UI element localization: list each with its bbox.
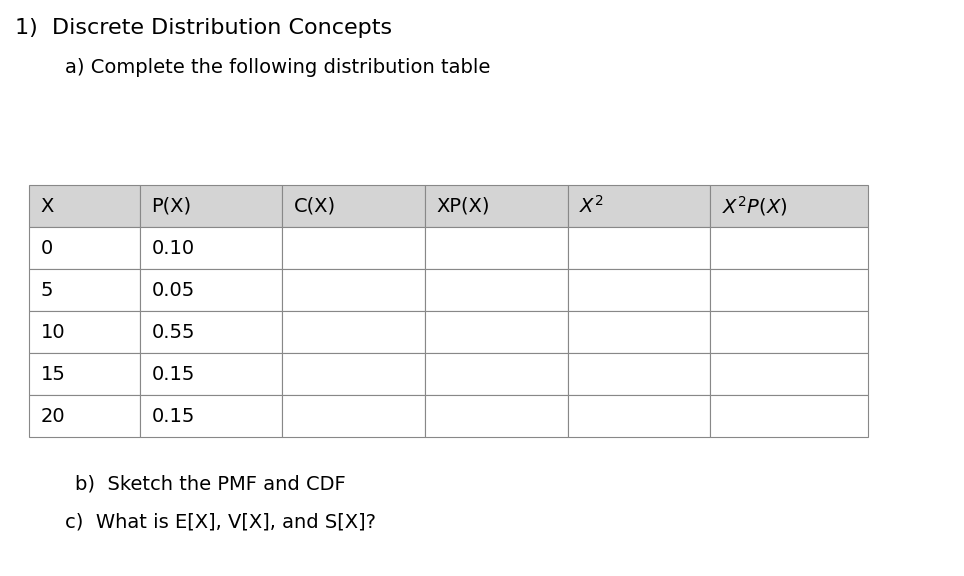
- Text: 1)  Discrete Distribution Concepts: 1) Discrete Distribution Concepts: [15, 18, 392, 38]
- Bar: [568, 311, 710, 353]
- Text: b)  Sketch the PMF and CDF: b) Sketch the PMF and CDF: [75, 475, 346, 494]
- Bar: [29, 269, 140, 311]
- Bar: [29, 353, 140, 395]
- Bar: [425, 269, 568, 311]
- Bar: [425, 227, 568, 269]
- Bar: [282, 395, 425, 437]
- Bar: [140, 185, 282, 227]
- Text: 20: 20: [40, 407, 66, 426]
- Bar: [425, 395, 568, 437]
- Bar: [140, 395, 282, 437]
- Bar: [282, 269, 425, 311]
- Text: C(X): C(X): [294, 196, 336, 215]
- Text: 5: 5: [40, 281, 53, 300]
- Text: 0: 0: [40, 238, 53, 257]
- Bar: [29, 227, 140, 269]
- Bar: [568, 269, 710, 311]
- Bar: [710, 227, 868, 269]
- Text: 0.10: 0.10: [151, 238, 195, 257]
- Text: P(X): P(X): [151, 196, 192, 215]
- Bar: [425, 311, 568, 353]
- Text: a) Complete the following distribution table: a) Complete the following distribution t…: [65, 58, 491, 77]
- Bar: [140, 353, 282, 395]
- Bar: [710, 269, 868, 311]
- Bar: [29, 185, 140, 227]
- Bar: [282, 227, 425, 269]
- Text: 10: 10: [40, 323, 66, 342]
- Text: 0.55: 0.55: [151, 323, 195, 342]
- Text: 0.05: 0.05: [151, 281, 195, 300]
- Bar: [140, 227, 282, 269]
- Bar: [710, 353, 868, 395]
- Bar: [710, 185, 868, 227]
- Bar: [140, 311, 282, 353]
- Text: c)  What is E[X], V[X], and S[X]?: c) What is E[X], V[X], and S[X]?: [65, 513, 376, 532]
- Bar: [282, 185, 425, 227]
- Text: $\mathit{X}^2\mathit{P}(\mathit{X})$: $\mathit{X}^2\mathit{P}(\mathit{X})$: [722, 194, 788, 218]
- Bar: [29, 395, 140, 437]
- Bar: [282, 353, 425, 395]
- Bar: [568, 395, 710, 437]
- Text: 0.15: 0.15: [151, 407, 195, 426]
- Text: 0.15: 0.15: [151, 365, 195, 384]
- Bar: [29, 311, 140, 353]
- Bar: [710, 311, 868, 353]
- Bar: [140, 269, 282, 311]
- Bar: [425, 185, 568, 227]
- Bar: [568, 353, 710, 395]
- Bar: [568, 227, 710, 269]
- Bar: [710, 395, 868, 437]
- Text: $\mathit{X}^2$: $\mathit{X}^2$: [579, 195, 604, 217]
- Bar: [425, 353, 568, 395]
- Text: XP(X): XP(X): [437, 196, 490, 215]
- Bar: [282, 311, 425, 353]
- Text: X: X: [40, 196, 54, 215]
- Text: 15: 15: [40, 365, 66, 384]
- Bar: [568, 185, 710, 227]
